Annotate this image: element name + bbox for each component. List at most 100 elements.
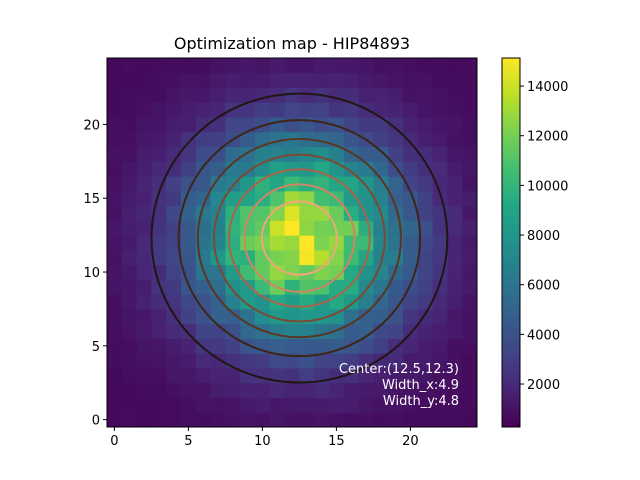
heatmap-cell [329,397,345,413]
heatmap-cell [329,382,345,398]
heatmap-cell [343,205,360,221]
heatmap-cell [329,146,345,162]
heatmap-cell [225,58,241,74]
heatmap-cell [240,412,256,428]
heatmap-cell [166,382,182,398]
heatmap-cell [388,279,404,295]
heatmap-cell [136,176,152,192]
heatmap-cell [195,58,212,74]
heatmap-cell [107,117,123,133]
heatmap-cell [314,294,330,310]
heatmap-cell [417,249,434,266]
heatmap-cell [121,382,138,398]
heatmap-cell [166,367,182,384]
heatmap-cell [447,176,463,192]
heatmap-cell [447,412,463,428]
heatmap-cell [358,176,374,192]
heatmap-cell [388,367,404,384]
heatmap-cell [462,72,478,89]
heatmap-cell [166,146,182,162]
x-tick-label: 0 [110,434,118,449]
colorbar-tick-label: 2000 [527,378,560,393]
heatmap-cell [388,176,404,192]
heatmap-cell [166,190,182,207]
heatmap-cell [447,102,463,118]
heatmap-cell [343,58,360,74]
heatmap-cell [417,294,434,310]
heatmap-cell [314,353,330,369]
heatmap-cell [373,294,389,310]
heatmap-cell [462,279,478,295]
heatmap-cell [166,220,182,236]
heatmap-cell [284,220,300,236]
heatmap-cell [462,412,478,428]
heatmap-cell [314,338,330,354]
heatmap-cell [181,353,197,369]
y-axis: 0 5 10 15 20 [83,118,107,429]
heatmap-cell [240,323,256,339]
x-tick-label: 5 [184,434,192,449]
heatmap-cell [432,117,448,133]
heatmap-cell [181,205,197,221]
heatmap-cell [136,279,152,295]
heatmap-cell [240,87,256,103]
heatmap-cell [136,353,152,369]
heatmap-cell [121,264,138,280]
heatmap-cell [136,323,152,339]
chart-title: Optimization map - HIP84893 [174,34,410,53]
heatmap-cell [299,264,315,280]
heatmap-cell [343,72,360,89]
heatmap-cell [136,190,152,207]
heatmap-cell [373,367,389,384]
heatmap-cell [166,294,182,310]
heatmap-cell [403,382,419,398]
heatmap-cell [343,412,360,428]
heatmap-cell [417,323,434,339]
heatmap-cell [240,131,256,148]
heatmap-cell [447,190,463,207]
heatmap-cell [255,72,271,89]
heatmap-cell [417,205,434,221]
heatmap-cell [121,117,138,133]
heatmap-cell [432,412,448,428]
heatmap-cell [210,294,226,310]
heatmap-cell [373,264,389,280]
heatmap-cell [240,176,256,192]
heatmap-cell [107,220,123,236]
heatmap-cell [151,235,167,251]
heatmap-cell [403,338,419,354]
heatmap-cell [403,235,419,251]
heatmap-cell [166,353,182,369]
heatmap-cell [107,294,123,310]
heatmap-cell [373,117,389,133]
heatmap-cell [151,58,167,74]
heatmap-cell [447,131,463,148]
heatmap-cell [136,102,152,118]
heatmap-cell [358,190,374,207]
heatmap-cell [195,176,212,192]
heatmap-cell [358,161,374,177]
heatmap-cell [107,382,123,398]
heatmap-cell [121,249,138,266]
heatmap-cell [195,102,212,118]
heatmap-cell [210,176,226,192]
heatmap-cell [432,220,448,236]
heatmap-cell [299,220,315,236]
heatmap-cell [388,131,404,148]
heatmap-cell [181,367,197,384]
heatmap-cell [195,72,212,89]
heatmap-cell [403,58,419,74]
heatmap-cell [210,264,226,280]
heatmap-cell [121,72,138,89]
heatmap-cell [151,72,167,89]
heatmap-cell [447,146,463,162]
heatmap-cell [358,87,374,103]
heatmap-cell [299,338,315,354]
heatmap-cell [343,308,360,325]
heatmap-cell [225,367,241,384]
heatmap-cell [343,102,360,118]
contours [150,92,449,384]
heatmap-cell [314,131,330,148]
heatmap-cell [269,382,286,398]
